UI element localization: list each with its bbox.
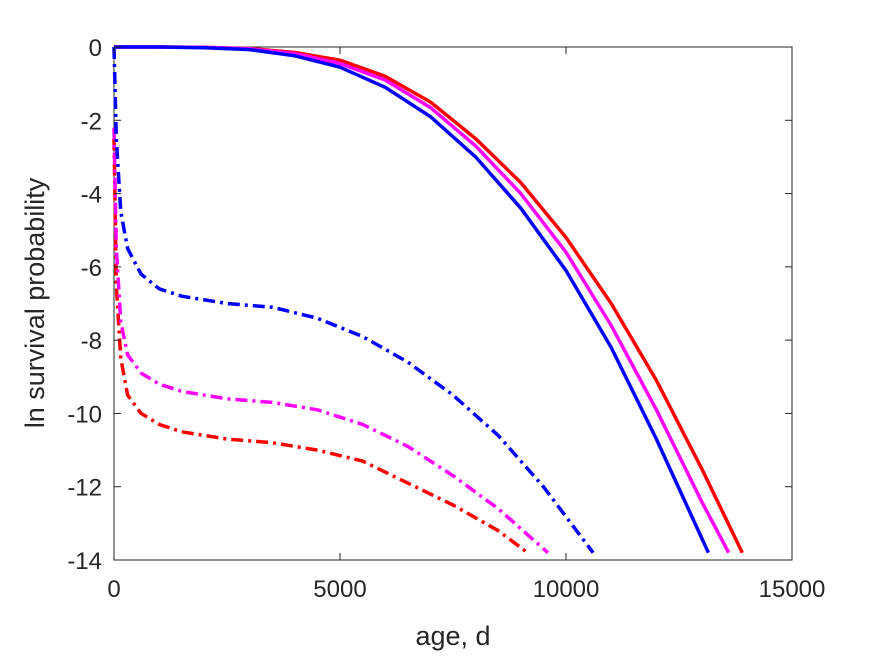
y-tick-label: -2: [81, 108, 102, 135]
x-tick-label: 10000: [533, 576, 600, 603]
axis-ticks: 0 5000 10000 15000 0 -2 -4 -6 -8 -10 -12 -14: [67, 35, 825, 603]
series-line-5: [112, 127, 550, 555]
x-axis-label: age, d: [415, 621, 490, 651]
y-tick-label: -4: [81, 182, 102, 209]
series-line-3: [114, 45, 710, 554]
series-lines: [112, 45, 744, 555]
y-tick-label: -6: [81, 255, 102, 282]
y-axis-label: ln survival probability: [20, 177, 50, 428]
axes-box: [113, 46, 793, 561]
y-tick-label: -10: [67, 401, 102, 428]
y-tick-label: -12: [67, 475, 102, 502]
series-line-4: [112, 138, 529, 555]
x-tick-label: 0: [107, 576, 120, 603]
x-tick-label: 5000: [313, 576, 366, 603]
y-tick-label: -8: [81, 328, 102, 355]
series-line-6: [112, 46, 595, 554]
plot-area: 0 5000 10000 15000 0 -2 -4 -6 -8 -10 -12 -14: [67, 35, 825, 603]
y-tick-label: 0: [89, 35, 102, 62]
y-tick-label: -14: [67, 548, 102, 575]
x-tick-label: 15000: [759, 576, 826, 603]
